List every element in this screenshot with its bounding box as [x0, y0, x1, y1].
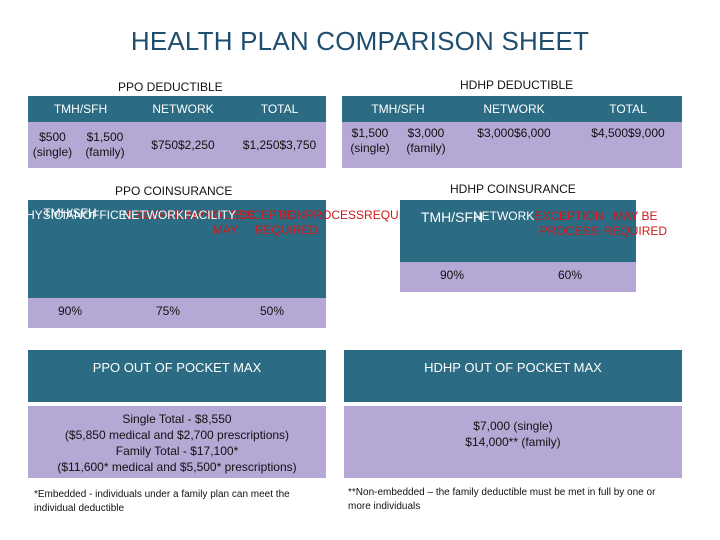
ppo-deductible-network-family: $2,250	[178, 137, 215, 152]
ppo-coinsurance-physician-note3: BE REQUIRED	[254, 208, 319, 237]
ppo-deductible-heading: PPO DEDUCTIBLE	[118, 80, 223, 94]
ppo-deductible-tmh-single: $500 (single)	[32, 130, 73, 159]
hdhp-coinsurance-network-value: 60%	[557, 268, 583, 282]
ppo-deductible-tmh-family: $1,500 (family)	[85, 130, 125, 159]
ppo-coinsurance-physician-note2: PROCESS MAY	[196, 208, 255, 237]
ppo-deductible-header-network: NETWORK	[152, 101, 214, 116]
ppo-oop-heading: PPO OUT OF POCKET MAX	[28, 350, 326, 402]
ppo-deductible-network-value: $750 $2,250	[133, 122, 233, 168]
hdhp-deductible-network-value: $3,000 $6,000	[454, 122, 574, 168]
ppo-coinsurance-header-facility: NETWORK FACILITY EXCEPTION PROCESS REQUI…	[123, 200, 428, 298]
ppo-coinsurance-physician-line1: PHYSICIAN	[17, 208, 83, 222]
ppo-oop-details: Single Total - $8,550 ($5,850 medical an…	[28, 406, 326, 478]
ppo-coinsurance-header-row	[28, 200, 326, 298]
hdhp-coinsurance-header-tmh: TMH/SFH	[420, 209, 484, 225]
ppo-oop-line-3: Family Total - $17,100*	[115, 444, 239, 458]
hdhp-oop-details: $7,000 (single) $14,000** (family)	[344, 406, 682, 478]
ppo-coinsurance-physician-note1: EXCEPTION	[126, 208, 197, 222]
ppo-coinsurance-value-row	[28, 298, 326, 328]
ppo-oop-footnote: *Embedded - individuals under a family p…	[34, 489, 290, 514]
ppo-coinsurance-facility-note2: PROCESS	[305, 208, 365, 222]
hdhp-oop-footnote: **Non-embedded – the family deductible m…	[348, 487, 656, 512]
ppo-oop-line-4: ($11,600* medical and $5,500* prescripti…	[57, 460, 297, 474]
ppo-coinsurance-physician-value: 75%	[155, 304, 181, 318]
ppo-deductible-header-total: TOTAL	[260, 101, 299, 116]
hdhp-deductible-total-family: $9,000	[628, 126, 665, 140]
ppo-deductible-tmh-value: $500 (single) $1,500 (family)	[28, 122, 133, 168]
ppo-oop-line-1: Single Total - $8,550	[122, 412, 232, 426]
ppo-coinsurance-heading: PPO COINSURANCE	[115, 184, 233, 198]
ppo-deductible-total-single: $1,250	[242, 137, 280, 152]
hdhp-deductible-network-family: $6,000	[514, 126, 551, 140]
hdhp-deductible-total-single: $4,500	[591, 126, 628, 140]
ppo-coinsurance-header-tmh-line1: TMH/	[43, 206, 73, 220]
ppo-deductible-header-tmh: TMH/SFH	[53, 101, 108, 116]
hdhp-coinsurance-heading: HDHP COINSURANCE	[450, 182, 576, 196]
ppo-deductible-total-family: $3,750	[279, 137, 317, 152]
ppo-coinsurance-physician-line2: OFFICE	[82, 208, 127, 222]
ppo-coinsurance-header-physician: PHYSICIAN OFFICE EXCEPTION PROCESS MAY B…	[18, 200, 318, 298]
ppo-deductible-network-single: $750	[151, 137, 178, 152]
hdhp-oop-heading: HDHP OUT OF POCKET MAX	[344, 350, 682, 402]
ppo-deductible-value-row	[28, 122, 326, 168]
hdhp-coinsurance-network-note1: EXCEPTION PROCESS	[534, 209, 604, 238]
ppo-oop-line-2: ($5,850 medical and $2,700 prescriptions…	[64, 428, 290, 442]
hdhp-coinsurance-network-label: NETWORK	[472, 209, 535, 223]
hdhp-oop-line-2: $14,000** (family)	[465, 435, 561, 449]
hdhp-coinsurance-header-network: NETWORK EXCEPTION PROCESS MAY BE REQUIRE…	[473, 200, 667, 262]
ppo-deductible-total-value: $1,250 $3,750	[233, 122, 326, 168]
hdhp-deductible-header-tmh: TMH/SFH	[371, 101, 425, 116]
hdhp-deductible-tmh-single: $1,500 (single)	[350, 126, 390, 155]
hdhp-deductible-total-value: $4,500 $9,000	[574, 122, 682, 168]
ppo-coinsurance-header-tmh: TMH/ SFH	[28, 200, 112, 298]
ppo-coinsurance-tmh-value: 90%	[57, 304, 83, 318]
hdhp-deductible-header-row	[342, 96, 682, 122]
hdhp-coinsurance-tmh-value: 90%	[439, 268, 465, 282]
page-title: HEALTH PLAN COMPARISON SHEET	[130, 26, 590, 56]
ppo-deductible-header-row	[28, 96, 326, 122]
hdhp-deductible-heading: HDHP DEDUCTIBLE	[460, 78, 574, 92]
ppo-coinsurance-facility-value: 50%	[260, 304, 285, 318]
ppo-coinsurance-facility-line2: FACILITY	[183, 208, 236, 222]
ppo-coinsurance-facility-note1: EXCEPTION	[235, 208, 306, 222]
hdhp-deductible-value-row	[342, 122, 682, 168]
hdhp-oop-line-1: $7,000 (single)	[473, 419, 553, 433]
hdhp-coinsurance-value-row	[400, 262, 636, 292]
hdhp-coinsurance-header-row	[400, 200, 636, 262]
hdhp-coinsurance-network-note2: MAY BE REQUIRED	[603, 209, 668, 238]
hdhp-deductible-tmh-family: $3,000 (family)	[406, 126, 446, 155]
hdhp-deductible-network-single: $3,000	[477, 126, 514, 140]
hdhp-deductible-tmh-value: $1,500 (single) $3,000 (family)	[342, 122, 454, 168]
ppo-coinsurance-header-tmh-line2: SFH	[72, 206, 97, 220]
hdhp-deductible-header-total: TOTAL	[609, 101, 647, 116]
hdhp-deductible-header-network: NETWORK	[483, 101, 545, 116]
ppo-coinsurance-facility-line1: NETWORK	[122, 208, 184, 222]
